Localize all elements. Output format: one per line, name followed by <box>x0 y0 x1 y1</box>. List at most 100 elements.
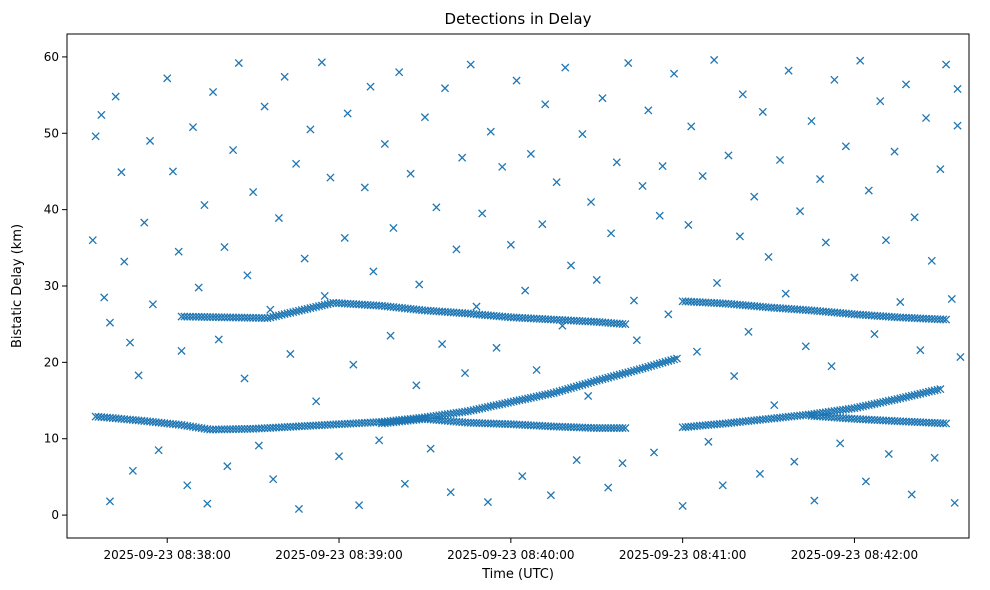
clutter-point <box>764 252 773 262</box>
clutter-point <box>220 242 229 252</box>
clutter-point <box>896 297 905 307</box>
clutter-point <box>194 283 203 292</box>
clutter-point <box>956 352 965 362</box>
clutter-point <box>644 106 653 115</box>
clutter-point <box>624 58 633 68</box>
clutter-point <box>188 123 198 132</box>
track-point <box>607 423 616 433</box>
clutter-point <box>240 374 249 383</box>
clutter-point <box>750 192 759 201</box>
track-point <box>672 354 681 363</box>
clutter-point <box>234 58 243 68</box>
clutter-point <box>704 437 713 446</box>
track-point <box>604 423 613 433</box>
clutter-point <box>438 339 447 349</box>
clutter-point <box>360 183 369 192</box>
y-tick-label: 20 <box>44 355 59 369</box>
clutter-point <box>148 300 157 309</box>
clutter-point <box>947 294 956 304</box>
clutter-point <box>492 343 501 352</box>
clutter-point <box>420 113 429 122</box>
clutter-point <box>710 55 719 65</box>
clutter-point <box>506 240 515 249</box>
clutter-point <box>486 127 495 136</box>
track-point <box>584 379 593 388</box>
clutter-point <box>836 439 845 448</box>
clutter-point <box>286 349 295 359</box>
clutter-point <box>670 69 679 78</box>
clutter-point <box>795 207 805 216</box>
track-point <box>612 423 621 433</box>
clutter-point <box>168 167 178 176</box>
clutter-point <box>807 116 816 126</box>
clutter-point <box>243 271 252 280</box>
clutter-point <box>552 178 561 187</box>
clutter-point <box>546 491 555 500</box>
clutter-point <box>830 75 839 84</box>
clutter-point <box>775 155 785 165</box>
track-point <box>595 423 604 433</box>
clutter-point <box>870 330 879 339</box>
clutter-point <box>758 107 767 116</box>
clutter-point <box>638 181 647 191</box>
clutter-point <box>105 318 115 327</box>
clutter-point <box>827 362 836 371</box>
clutter-point <box>260 102 269 111</box>
clutter-point <box>604 483 613 492</box>
track-point <box>649 361 659 370</box>
clutter-point <box>375 436 384 445</box>
clutter-point <box>334 452 344 461</box>
clutter-point <box>91 132 100 141</box>
track-point <box>555 387 564 396</box>
clutter-point <box>632 336 641 345</box>
clutter-point <box>340 233 349 242</box>
x-tick-label: 2025-09-23 08:41:00 <box>619 548 746 562</box>
track-point <box>624 368 633 377</box>
y-axis-label: Bistatic Delay (km) <box>10 224 25 348</box>
clutter-point <box>850 273 859 282</box>
clutter-point <box>472 302 481 311</box>
track-point <box>655 359 664 368</box>
clutter-point <box>400 479 409 488</box>
clutter-point <box>223 462 232 471</box>
track-point <box>598 423 607 433</box>
clutter-point <box>953 84 962 94</box>
clutter-point <box>105 497 115 506</box>
track-point <box>939 419 948 428</box>
clutter-point <box>229 146 238 155</box>
clutter-point <box>478 209 487 218</box>
clutter-point <box>177 346 186 355</box>
clutter-point <box>163 74 172 83</box>
clutter-point <box>558 321 567 330</box>
clutter-point <box>876 97 885 106</box>
clutter-point <box>861 477 870 486</box>
clutter-point <box>907 490 916 499</box>
clutter-point <box>730 372 739 381</box>
track-point <box>575 381 584 390</box>
track-point <box>615 370 624 379</box>
clutter-point <box>97 110 106 120</box>
clutter-point <box>801 342 810 351</box>
track-point <box>578 380 587 389</box>
clutter-point <box>950 498 959 507</box>
clutter-point <box>916 346 925 355</box>
clutter-point <box>592 275 601 284</box>
data-points <box>88 55 965 514</box>
clutter-point <box>134 371 143 380</box>
track-point <box>658 358 667 367</box>
clutter-point <box>128 466 137 475</box>
track-point <box>647 361 656 371</box>
clutter-point <box>684 220 693 229</box>
track-point <box>607 372 616 381</box>
track-point <box>618 319 627 329</box>
clutter-point <box>724 151 733 160</box>
track-point <box>604 373 613 382</box>
clutter-point <box>901 80 911 89</box>
clutter-point <box>458 153 467 162</box>
track-point <box>635 365 644 374</box>
clutter-point <box>140 218 149 227</box>
clutter-point <box>145 136 155 145</box>
track-point <box>621 423 630 433</box>
clutter-point <box>921 113 931 123</box>
